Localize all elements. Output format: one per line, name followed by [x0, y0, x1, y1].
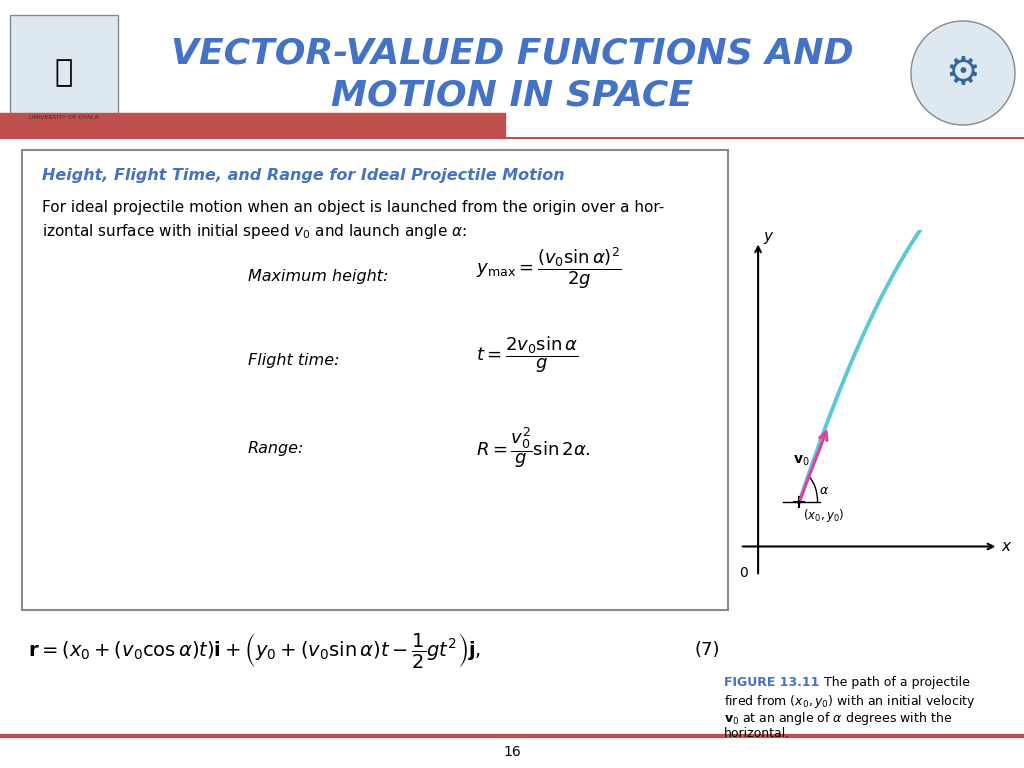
- Text: 16: 16: [503, 745, 521, 759]
- Text: Height, Flight Time, and Range for Ideal Projectile Motion: Height, Flight Time, and Range for Ideal…: [42, 168, 564, 183]
- Text: Range:: Range:: [248, 441, 304, 455]
- Text: izontal surface with initial speed $v_0$ and launch angle $\alpha$:: izontal surface with initial speed $v_0$…: [42, 222, 467, 241]
- Text: $\alpha$: $\alpha$: [819, 484, 829, 497]
- Text: Maximum height:: Maximum height:: [248, 269, 388, 283]
- Text: $t = \dfrac{2v_0 \sin\alpha}{g}$: $t = \dfrac{2v_0 \sin\alpha}{g}$: [476, 335, 579, 376]
- Text: $R = \dfrac{v_0^2}{g} \sin 2\alpha.$: $R = \dfrac{v_0^2}{g} \sin 2\alpha.$: [476, 425, 591, 470]
- Text: UNIVERSITY OF DYALA: UNIVERSITY OF DYALA: [30, 115, 98, 120]
- Bar: [0, 113, 505, 137]
- Text: $\mathbf{v}_0$ at an angle of $\alpha$ degrees with the: $\mathbf{v}_0$ at an angle of $\alpha$ d…: [724, 710, 952, 727]
- Text: MOTION IN SPACE: MOTION IN SPACE: [331, 79, 693, 113]
- Circle shape: [911, 21, 1015, 125]
- Text: Flight time:: Flight time:: [248, 353, 340, 368]
- Text: ⚙: ⚙: [945, 54, 980, 92]
- Bar: [10, 15, 118, 130]
- Text: $\mathbf{v}_0$: $\mathbf{v}_0$: [793, 454, 810, 468]
- Text: $x$: $x$: [1000, 539, 1012, 554]
- Text: 🏛: 🏛: [55, 58, 73, 88]
- Text: The path of a projectile: The path of a projectile: [816, 676, 970, 689]
- Text: $y_{\mathrm{max}} = \dfrac{(v_0 \sin\alpha)^2}{2g}$: $y_{\mathrm{max}} = \dfrac{(v_0 \sin\alp…: [476, 245, 622, 291]
- Text: horizontal.: horizontal.: [724, 727, 791, 740]
- Text: VECTOR-VALUED FUNCTIONS AND: VECTOR-VALUED FUNCTIONS AND: [171, 36, 853, 70]
- Text: $(x_0, y_0)$: $(x_0, y_0)$: [803, 507, 844, 524]
- Text: $0$: $0$: [739, 565, 750, 580]
- Text: $\mathbf{r} = (x_0 + (v_0\cos\alpha)t)\mathbf{i} + \left(y_0 + (v_0\sin\alpha)t : $\mathbf{r} = (x_0 + (v_0\cos\alpha)t)\m…: [28, 631, 481, 670]
- Text: For ideal projectile motion when an object is launched from the origin over a ho: For ideal projectile motion when an obje…: [42, 200, 665, 215]
- Bar: [22, 150, 728, 610]
- Text: $y$: $y$: [763, 230, 774, 246]
- Text: (7): (7): [695, 641, 721, 659]
- Text: FIGURE 13.11: FIGURE 13.11: [724, 676, 819, 689]
- Text: fired from $(x_0, y_0)$ with an initial velocity: fired from $(x_0, y_0)$ with an initial …: [724, 693, 976, 710]
